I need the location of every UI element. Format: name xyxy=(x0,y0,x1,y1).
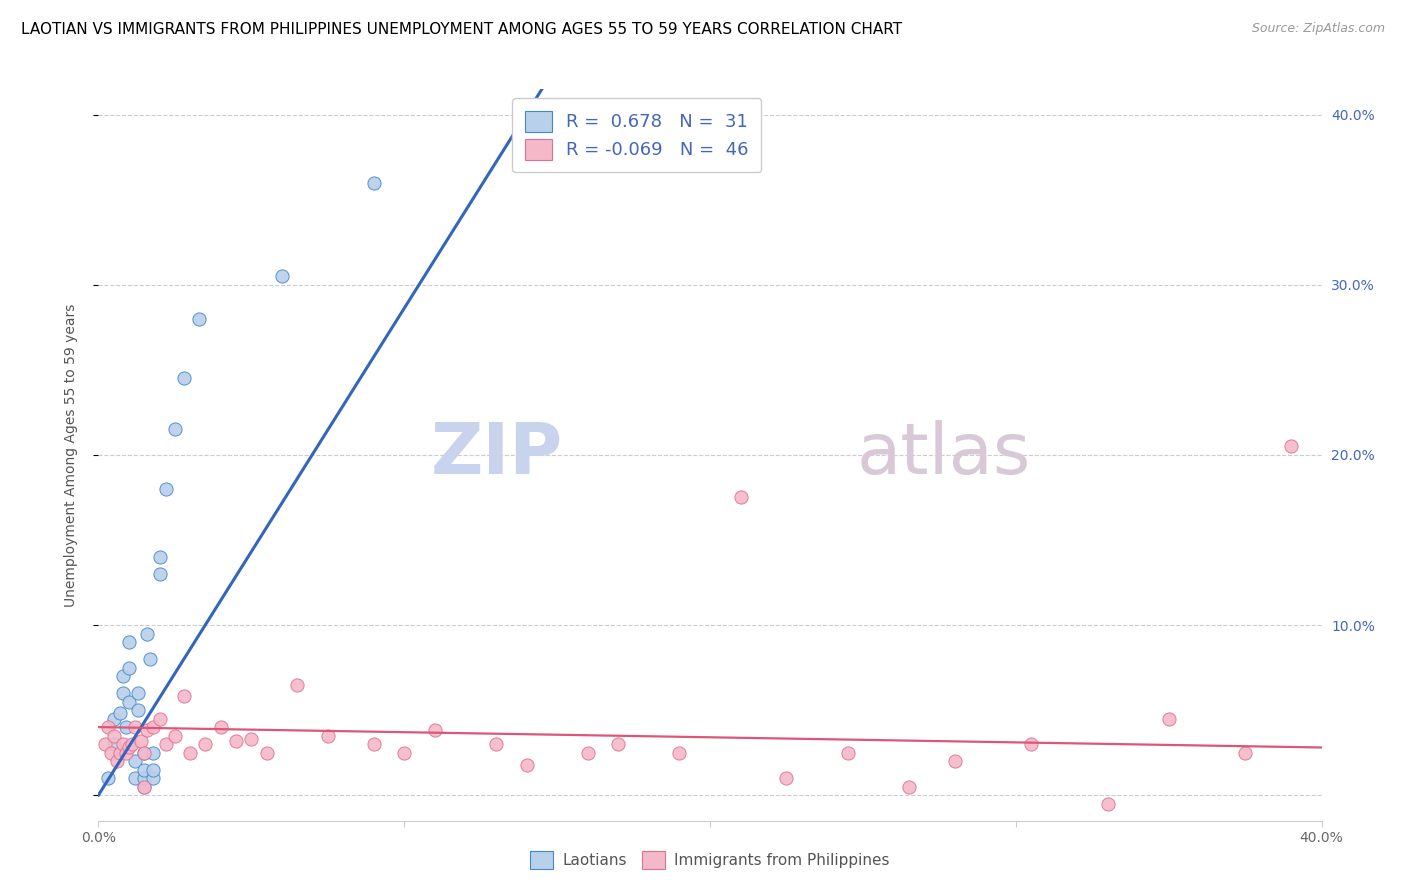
Point xyxy=(1157,712,1180,726)
Point xyxy=(127,686,149,700)
Point xyxy=(1234,746,1257,760)
Point xyxy=(118,635,141,649)
Point xyxy=(115,746,138,760)
Point xyxy=(134,746,156,760)
Point xyxy=(108,746,131,760)
Point xyxy=(134,763,156,777)
Point xyxy=(1019,737,1042,751)
Point xyxy=(97,720,120,734)
Text: ZIP: ZIP xyxy=(432,420,564,490)
Point xyxy=(163,729,186,743)
Text: Source: ZipAtlas.com: Source: ZipAtlas.com xyxy=(1251,22,1385,36)
Point xyxy=(194,737,217,751)
Point xyxy=(240,731,263,746)
Point xyxy=(256,746,278,760)
Point xyxy=(103,712,125,726)
Point xyxy=(121,737,143,751)
Point xyxy=(363,737,385,751)
Point xyxy=(516,757,538,772)
Point xyxy=(225,733,247,747)
Point xyxy=(392,746,416,760)
Point xyxy=(118,695,141,709)
Point xyxy=(943,754,966,768)
Point xyxy=(173,371,195,385)
Point xyxy=(149,712,172,726)
Point xyxy=(668,746,690,760)
Point xyxy=(139,652,162,666)
Point xyxy=(149,566,172,581)
Point xyxy=(103,729,125,743)
Point xyxy=(100,746,122,760)
Point xyxy=(775,771,797,785)
Point xyxy=(142,763,165,777)
Point xyxy=(607,737,630,751)
Point xyxy=(136,723,159,738)
Point xyxy=(149,549,172,564)
Point xyxy=(142,720,165,734)
Point xyxy=(285,677,308,691)
Point xyxy=(897,780,920,794)
Point xyxy=(105,754,128,768)
Point xyxy=(270,269,292,284)
Point xyxy=(485,737,508,751)
Text: atlas: atlas xyxy=(856,420,1031,490)
Point xyxy=(111,686,134,700)
Point xyxy=(134,780,156,794)
Legend: Laotians, Immigrants from Philippines: Laotians, Immigrants from Philippines xyxy=(524,846,896,875)
Point xyxy=(97,771,120,785)
Point xyxy=(188,311,211,326)
Point xyxy=(115,720,138,734)
Point xyxy=(111,669,134,683)
Point xyxy=(136,626,159,640)
Point xyxy=(127,703,149,717)
Point xyxy=(134,771,156,785)
Point xyxy=(142,771,165,785)
Point xyxy=(363,176,385,190)
Point xyxy=(837,746,859,760)
Point xyxy=(209,720,232,734)
Point xyxy=(1279,439,1302,453)
Point xyxy=(163,422,186,436)
Point xyxy=(124,720,146,734)
Point xyxy=(1097,797,1119,811)
Point xyxy=(173,690,195,704)
Point xyxy=(108,706,131,721)
Point xyxy=(134,746,156,760)
Point xyxy=(142,746,165,760)
Point xyxy=(118,740,141,755)
Point xyxy=(155,737,177,751)
Point xyxy=(179,746,201,760)
Point xyxy=(111,737,134,751)
Point xyxy=(124,754,146,768)
Point xyxy=(423,723,446,738)
Point xyxy=(730,491,752,505)
Point xyxy=(93,737,115,751)
Point xyxy=(316,729,339,743)
Point xyxy=(155,482,177,496)
Point xyxy=(576,746,599,760)
Point xyxy=(129,733,152,747)
Point xyxy=(134,780,156,794)
Text: LAOTIAN VS IMMIGRANTS FROM PHILIPPINES UNEMPLOYMENT AMONG AGES 55 TO 59 YEARS CO: LAOTIAN VS IMMIGRANTS FROM PHILIPPINES U… xyxy=(21,22,903,37)
Point xyxy=(103,737,125,751)
Point xyxy=(124,771,146,785)
Y-axis label: Unemployment Among Ages 55 to 59 years: Unemployment Among Ages 55 to 59 years xyxy=(63,303,77,607)
Point xyxy=(118,660,141,674)
